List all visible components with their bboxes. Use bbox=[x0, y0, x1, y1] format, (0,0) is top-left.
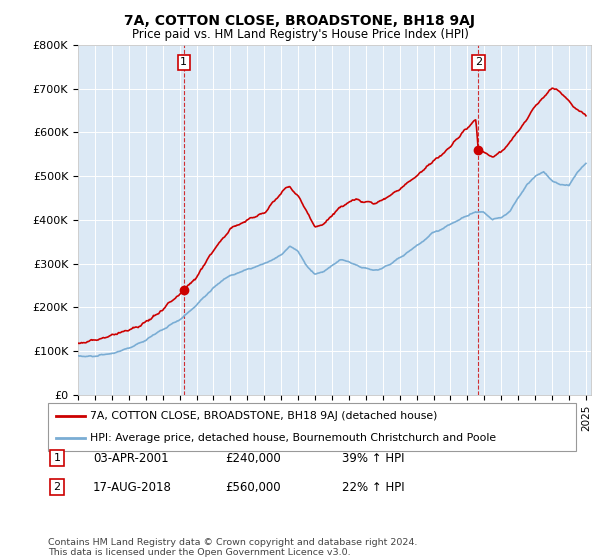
Text: 7A, COTTON CLOSE, BROADSTONE, BH18 9AJ: 7A, COTTON CLOSE, BROADSTONE, BH18 9AJ bbox=[125, 14, 476, 28]
Text: £240,000: £240,000 bbox=[225, 451, 281, 465]
Text: £560,000: £560,000 bbox=[225, 480, 281, 494]
Text: 1: 1 bbox=[181, 57, 187, 67]
Text: Contains HM Land Registry data © Crown copyright and database right 2024.
This d: Contains HM Land Registry data © Crown c… bbox=[48, 538, 418, 557]
Text: 03-APR-2001: 03-APR-2001 bbox=[93, 451, 169, 465]
Text: 17-AUG-2018: 17-AUG-2018 bbox=[93, 480, 172, 494]
Text: HPI: Average price, detached house, Bournemouth Christchurch and Poole: HPI: Average price, detached house, Bour… bbox=[90, 433, 496, 443]
Text: 2: 2 bbox=[53, 482, 61, 492]
Text: 7A, COTTON CLOSE, BROADSTONE, BH18 9AJ (detached house): 7A, COTTON CLOSE, BROADSTONE, BH18 9AJ (… bbox=[90, 411, 437, 421]
Text: 22% ↑ HPI: 22% ↑ HPI bbox=[342, 480, 404, 494]
Text: 39% ↑ HPI: 39% ↑ HPI bbox=[342, 451, 404, 465]
FancyBboxPatch shape bbox=[48, 403, 576, 451]
Text: 1: 1 bbox=[53, 453, 61, 463]
Text: 2: 2 bbox=[475, 57, 482, 67]
Text: Price paid vs. HM Land Registry's House Price Index (HPI): Price paid vs. HM Land Registry's House … bbox=[131, 28, 469, 41]
